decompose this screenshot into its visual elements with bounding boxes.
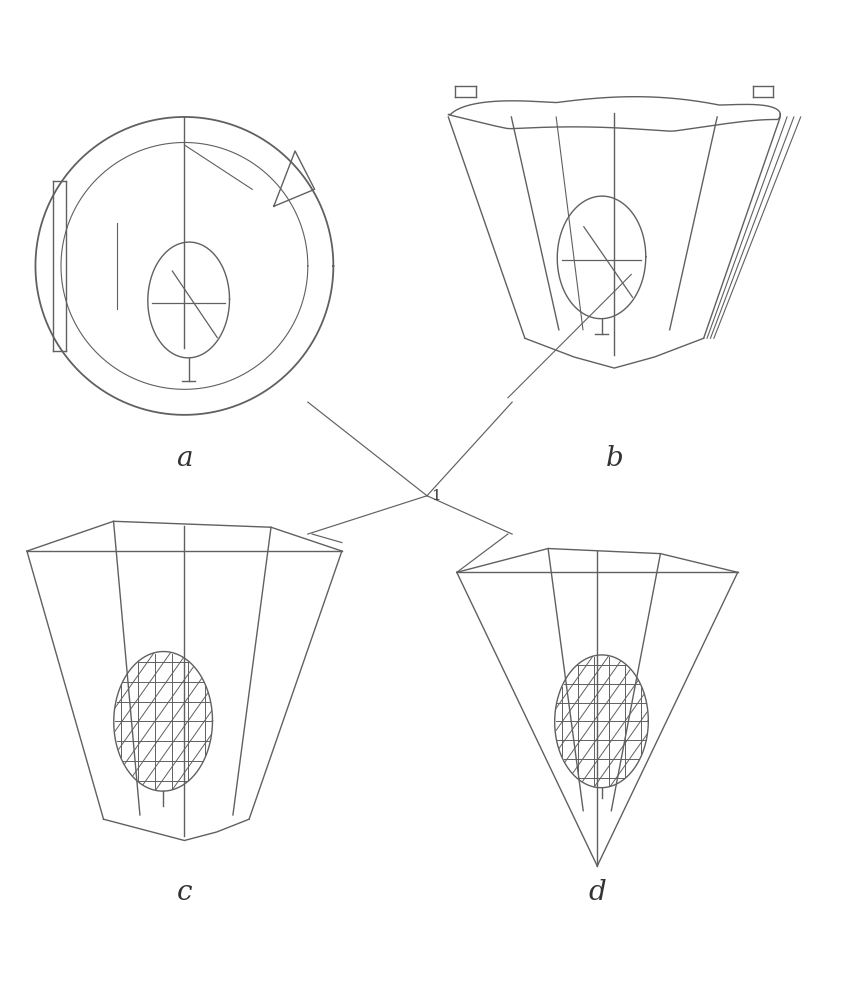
Text: d: d — [588, 879, 606, 906]
Text: b: b — [605, 445, 623, 472]
Text: c: c — [177, 879, 192, 906]
Text: a: a — [176, 445, 193, 472]
Text: 1: 1 — [430, 489, 440, 503]
